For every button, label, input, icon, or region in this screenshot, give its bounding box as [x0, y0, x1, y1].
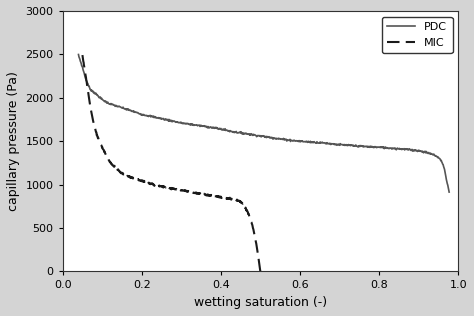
MIC [160, 185, 166, 189]
MIC [214, 194, 219, 198]
Line: PDC: PDC [79, 54, 449, 192]
PDC [291, 138, 297, 142]
Legend: PDC, MIC: PDC, MIC [382, 16, 453, 53]
PDC [99, 97, 104, 101]
PDC [312, 140, 318, 144]
Y-axis label: capillary pressure (Pa): capillary pressure (Pa) [7, 71, 20, 211]
MIC [125, 175, 131, 179]
MIC [111, 165, 117, 168]
PDC [447, 190, 452, 194]
Line: MIC: MIC [82, 55, 260, 271]
MIC [257, 270, 263, 273]
PDC [395, 146, 401, 150]
MIC [184, 189, 190, 193]
MIC [199, 192, 204, 196]
X-axis label: wetting saturation (-): wetting saturation (-) [194, 296, 327, 309]
PDC [357, 144, 363, 148]
MIC [80, 53, 85, 57]
PDC [301, 140, 306, 144]
PDC [76, 52, 82, 56]
